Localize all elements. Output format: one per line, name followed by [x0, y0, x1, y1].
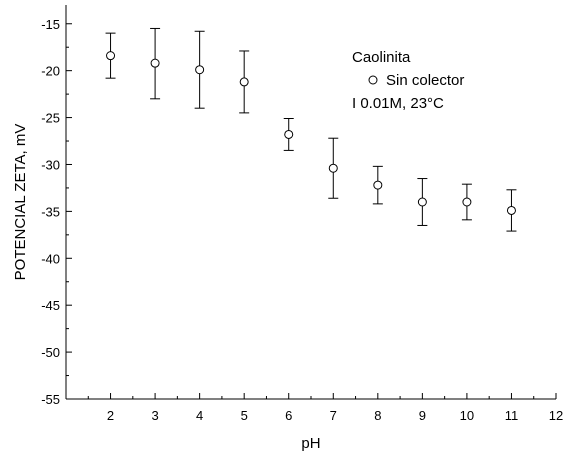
error-bars [105, 27, 517, 232]
y-tick-label: -15 [41, 17, 60, 32]
y-axis-title: POTENCIAL ZETA, mV [12, 124, 29, 281]
y-tick-label: -25 [41, 111, 60, 126]
y-ticks: -15 -20 -25 -30 -35 -40 -45 -50 -55 [41, 17, 72, 407]
legend-marker [368, 75, 378, 85]
x-tick-label: 12 [549, 408, 563, 423]
y-tick-label: -20 [41, 64, 60, 79]
y-tick-label: -35 [41, 204, 60, 219]
x-axis-title: pH [301, 435, 320, 452]
y-tick-label: -45 [41, 298, 60, 313]
x-tick-label: 7 [330, 408, 337, 423]
data-point [195, 65, 205, 75]
data-point [462, 197, 472, 207]
y-tick-label: -30 [41, 157, 60, 172]
x-tick-label: 9 [419, 408, 426, 423]
x-tick-label: 11 [505, 408, 519, 423]
data-point [239, 77, 249, 87]
x-tick-label: 2 [107, 408, 114, 423]
data-point [328, 163, 338, 173]
x-tick-label: 4 [196, 408, 203, 423]
data-point [417, 197, 427, 207]
data-points [106, 51, 516, 215]
y-tick-label: -55 [41, 392, 60, 407]
y-tick-label: -50 [41, 345, 60, 360]
legend-series-label: Sin colector [386, 72, 464, 89]
x-ticks: 2 3 4 5 6 7 8 9 10 11 12 [87, 393, 563, 423]
legend-title: Caolinita [352, 49, 411, 66]
x-tick-label: 6 [285, 408, 292, 423]
x-tick-label: 5 [241, 408, 248, 423]
legend-note: I 0.01M, 23°C [352, 95, 444, 112]
data-point [150, 58, 160, 68]
x-tick-label: 10 [460, 408, 474, 423]
legend: Caolinita Sin colector I 0.01M, 23°C [352, 49, 464, 112]
x-tick-label: 3 [151, 408, 158, 423]
data-point [373, 180, 383, 190]
data-point [106, 51, 116, 61]
axes [65, 5, 556, 400]
y-tick-label: -40 [41, 251, 60, 266]
data-point [284, 129, 294, 139]
x-tick-label: 8 [374, 408, 381, 423]
data-point [506, 205, 516, 215]
